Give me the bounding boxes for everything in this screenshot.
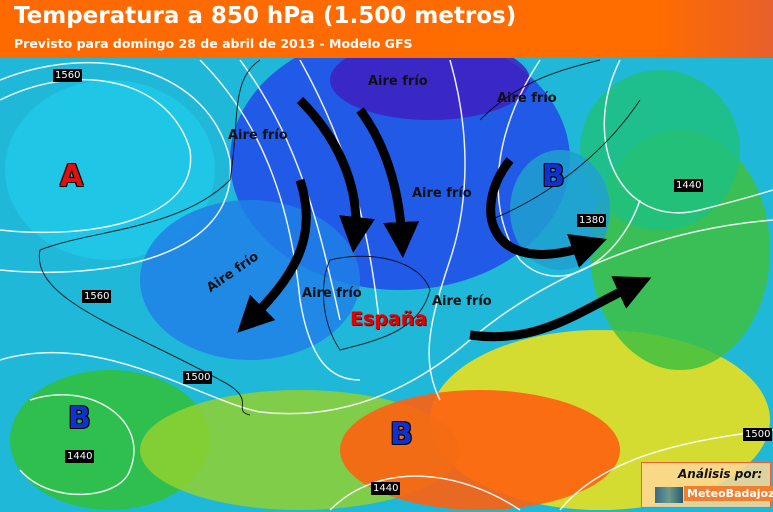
map-title: Temperatura a 850 hPa (1.500 metros) (14, 3, 517, 29)
credit-box: Análisis por: MeteoBadajoz (641, 462, 773, 508)
contour-label: 1500 (743, 428, 773, 441)
header-banner: Temperatura a 850 hPa (1.500 metros) Pre… (0, 0, 773, 58)
low-pressure-label: B (390, 417, 413, 452)
cold-air-label: Aire frío (368, 74, 428, 89)
contour-label: 1380 (577, 214, 607, 227)
cold-air-label: Aire frío (412, 186, 472, 201)
brand-name: MeteoBadajoz (684, 486, 773, 501)
credit-label: Análisis por: (678, 467, 763, 481)
brand-logo-image (655, 487, 683, 503)
cold-air-label: Aire frío (432, 294, 492, 309)
contour-label: 1560 (53, 69, 83, 82)
flow-arrow (296, 96, 375, 253)
cold-air-label: Aire frío (302, 286, 362, 301)
contour-label: 1440 (371, 482, 401, 495)
cold-air-label: Aire frío (228, 128, 288, 143)
high-pressure-label: A (60, 159, 84, 194)
contour-label: 1440 (65, 450, 95, 463)
flow-arrow (469, 276, 652, 342)
flow-arrow (486, 157, 607, 268)
contour-label: 1440 (674, 179, 704, 192)
low-pressure-label: B (68, 401, 91, 436)
country-label: España (350, 308, 428, 330)
low-pressure-label: B (542, 159, 565, 194)
flow-arrow (356, 107, 420, 258)
cold-air-label: Aire frío (497, 91, 557, 106)
contour-label: 1500 (183, 371, 213, 384)
flow-arrow (237, 178, 311, 333)
contour-label: 1560 (82, 290, 112, 303)
map-subtitle: Previsto para domingo 28 de abril de 201… (14, 36, 413, 51)
